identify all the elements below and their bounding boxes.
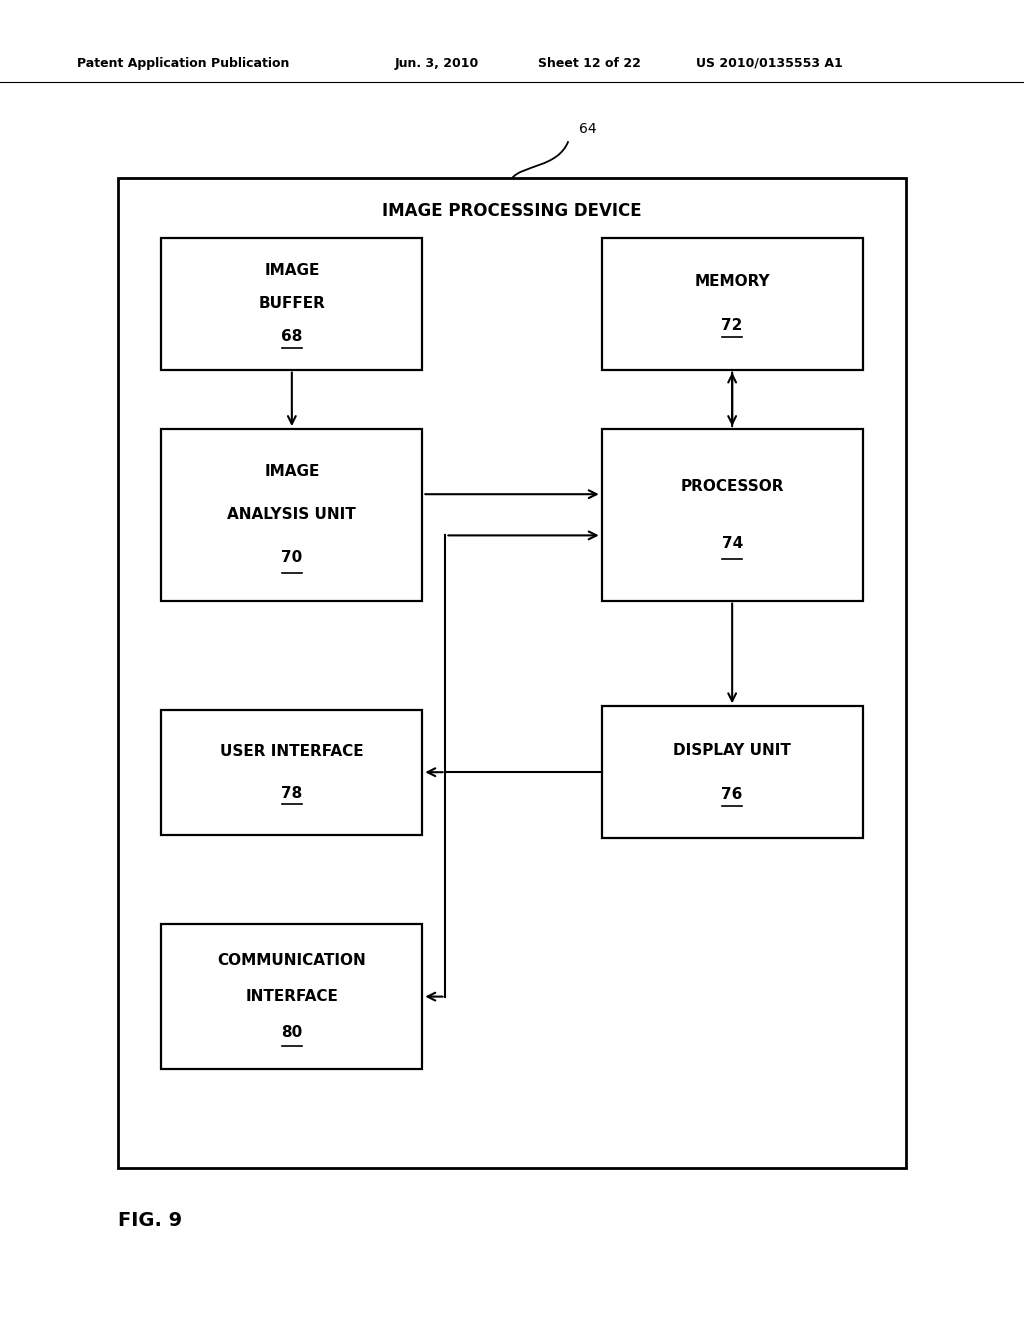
Text: 76: 76 [722,787,742,801]
Bar [118,178,906,1168]
Text: Sheet 12 of 22: Sheet 12 of 22 [538,57,640,70]
Text: 64: 64 [579,121,596,136]
Text: ANALYSIS UNIT: ANALYSIS UNIT [227,507,356,523]
Text: Patent Application Publication: Patent Application Publication [77,57,289,70]
Text: USER INTERFACE: USER INTERFACE [220,743,364,759]
Bar [601,238,862,370]
Text: 72: 72 [722,318,742,333]
Text: 68: 68 [282,329,302,345]
Text: IMAGE PROCESSING DEVICE: IMAGE PROCESSING DEVICE [382,202,642,220]
Bar [161,924,422,1069]
Text: INTERFACE: INTERFACE [246,989,338,1005]
Text: FIG. 9: FIG. 9 [118,1212,182,1230]
Text: IMAGE: IMAGE [264,263,319,279]
Text: BUFFER: BUFFER [258,296,326,312]
Text: 80: 80 [282,1026,302,1040]
Text: 78: 78 [282,785,302,801]
Text: Jun. 3, 2010: Jun. 3, 2010 [394,57,478,70]
Bar [161,710,422,836]
Bar [601,429,862,601]
Text: COMMUNICATION: COMMUNICATION [217,953,367,968]
Text: IMAGE: IMAGE [264,465,319,479]
Bar [161,429,422,601]
Bar [161,238,422,370]
Text: PROCESSOR: PROCESSOR [680,479,784,494]
Text: 70: 70 [282,550,302,565]
Text: US 2010/0135553 A1: US 2010/0135553 A1 [696,57,843,70]
Text: 74: 74 [722,536,742,550]
Text: MEMORY: MEMORY [694,275,770,289]
Bar [601,706,862,838]
Text: DISPLAY UNIT: DISPLAY UNIT [673,743,792,758]
